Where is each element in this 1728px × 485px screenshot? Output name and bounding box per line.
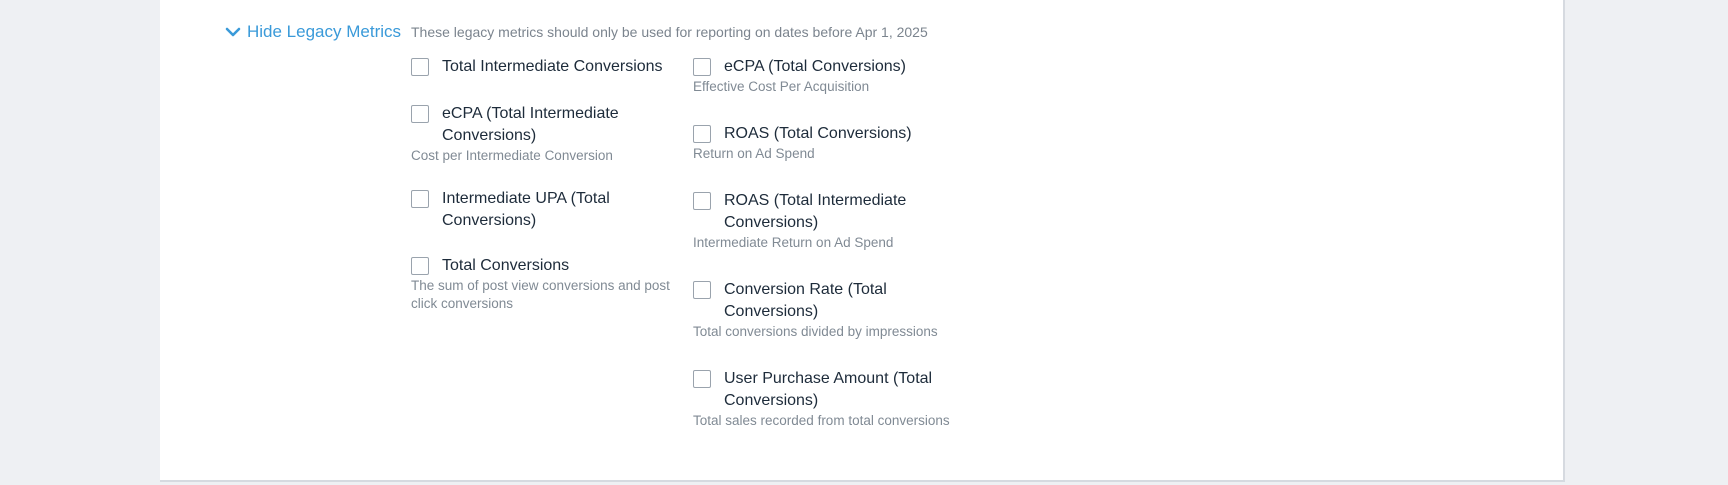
metric-item: eCPA (Total Intermediate Conversions) Co… [411, 103, 681, 188]
metric-label: eCPA (Total Intermediate Conversions) [442, 105, 619, 144]
metric-description: Effective Cost Per Acquisition [693, 79, 870, 94]
legacy-metrics-notice: These legacy metrics should only be used… [411, 24, 928, 40]
metric-description: Total conversions divided by impressions [693, 324, 938, 339]
metric-item: eCPA (Total Conversions) Effective Cost … [693, 56, 963, 123]
metric-description: Intermediate Return on Ad Spend [693, 235, 894, 250]
metric-item: Conversion Rate (Total Conversions) Tota… [693, 279, 963, 368]
metric-checkbox[interactable] [693, 58, 711, 76]
metric-checkbox[interactable] [693, 281, 711, 299]
metric-description: Return on Ad Spend [693, 146, 815, 161]
metric-label: ROAS (Total Intermediate Conversions) [724, 192, 907, 231]
metric-label: Conversion Rate (Total Conversions) [724, 281, 887, 320]
metric-label: Total Intermediate Conversions [442, 58, 663, 75]
metric-label: User Purchase Amount (Total Conversions) [724, 370, 933, 409]
metric-item: ROAS (Total Intermediate Conversions) In… [693, 190, 963, 279]
metric-label: eCPA (Total Conversions) [724, 58, 906, 75]
metric-item: User Purchase Amount (Total Conversions)… [693, 368, 963, 430]
hide-legacy-metrics-toggle[interactable]: Hide Legacy Metrics [225, 22, 401, 42]
metric-checkbox[interactable] [411, 58, 429, 76]
chevron-down-icon [225, 27, 241, 37]
metric-description: The sum of post view conversions and pos… [411, 278, 670, 311]
metric-checkbox[interactable] [693, 192, 711, 210]
metric-label: ROAS (Total Conversions) [724, 125, 912, 142]
metric-item: Total Intermediate Conversions [411, 56, 681, 103]
metric-label: Intermediate UPA (Total Conversions) [442, 190, 610, 229]
metric-checkbox[interactable] [411, 190, 429, 208]
metric-description: Total sales recorded from total conversi… [693, 413, 950, 428]
metric-item: Intermediate UPA (Total Conversions) [411, 188, 681, 255]
metric-item: ROAS (Total Conversions) Return on Ad Sp… [693, 123, 963, 190]
metrics-panel: Hide Legacy Metrics These legacy metrics… [160, 0, 1565, 482]
metric-description: Cost per Intermediate Conversion [411, 148, 613, 163]
legacy-metrics-left-column: Total Intermediate Conversions eCPA (Tot… [411, 56, 681, 313]
metric-label: Total Conversions [442, 257, 570, 274]
legacy-metrics-right-column: eCPA (Total Conversions) Effective Cost … [693, 56, 963, 430]
hide-legacy-metrics-label: Hide Legacy Metrics [247, 22, 402, 41]
metric-checkbox[interactable] [693, 370, 711, 388]
metric-checkbox[interactable] [693, 125, 711, 143]
metric-checkbox[interactable] [411, 105, 429, 123]
metric-item: Total Conversions The sum of post view c… [411, 255, 681, 313]
metric-checkbox[interactable] [411, 257, 429, 275]
